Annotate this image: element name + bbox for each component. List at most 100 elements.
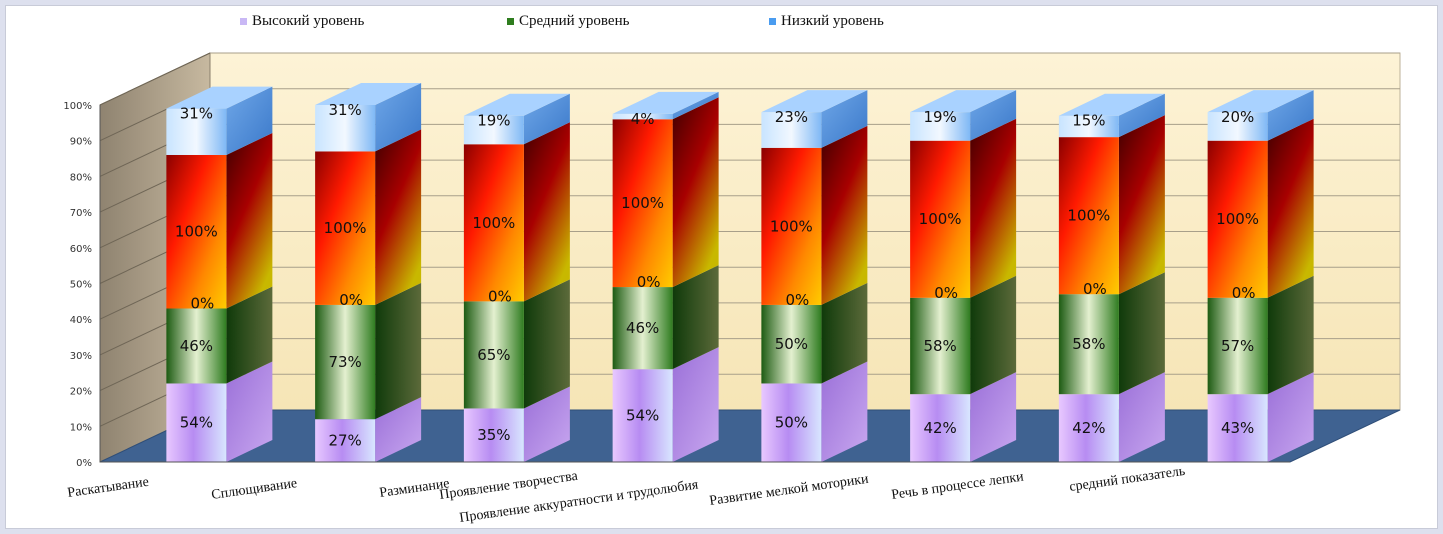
data-label: 54% — [180, 414, 213, 432]
bar-segment-medium: 57% — [1207, 275, 1314, 395]
data-label: 27% — [328, 432, 361, 450]
bar-segment-low: 23% — [761, 90, 868, 148]
legend-item-medium: Средний уровень — [507, 13, 629, 30]
y-tick-label: 30% — [70, 351, 92, 362]
bar-side-face — [672, 91, 719, 120]
bar-side-face — [821, 90, 868, 148]
bar-front-face — [166, 383, 227, 462]
data-label: 100% — [770, 217, 813, 235]
data-label: 20% — [1221, 108, 1254, 126]
y-tick-label: 100% — [63, 101, 92, 112]
bar-segment-low: 15% — [1058, 93, 1165, 138]
bar-segment-low: 31% — [315, 83, 422, 152]
data-label: 100% — [175, 223, 218, 241]
data-label: 100% — [621, 194, 664, 212]
bar-segment-medium: 46% — [166, 286, 273, 384]
bar-side-face — [821, 282, 868, 384]
bar-side-face — [1118, 93, 1165, 138]
legend-label-medium: Средний уровень — [519, 13, 630, 29]
bar-side-face — [672, 265, 719, 370]
y-tick-label: 10% — [70, 422, 92, 433]
bar-side-face — [821, 125, 868, 305]
bar-front-face — [166, 154, 227, 309]
legend-label-low: Низкий уровень — [781, 13, 884, 29]
data-label: 50% — [775, 414, 808, 432]
bar-front-face — [612, 287, 673, 370]
bar-segment-high: 43% — [1207, 372, 1314, 462]
legend-swatch-medium — [507, 18, 514, 25]
bar-front-face — [1058, 115, 1119, 138]
data-label: 100% — [472, 214, 515, 232]
bar-side-face — [226, 132, 273, 309]
bar-segment-high: 42% — [1058, 372, 1165, 462]
data-label: 31% — [180, 105, 213, 123]
data-label: 58% — [923, 337, 956, 355]
bar-front-face — [1207, 394, 1268, 462]
data-label: 100% — [1216, 210, 1259, 228]
bar-segment-upper: 0% 100% — [1058, 115, 1165, 298]
data-label: 42% — [923, 419, 956, 437]
bar-front-face — [1058, 394, 1119, 462]
bar-side-face — [375, 129, 422, 305]
bar-front-face — [166, 108, 227, 155]
bar-front-face — [463, 301, 524, 409]
bar-segment-low: 19% — [910, 90, 1017, 141]
data-label-base: 0% — [637, 273, 661, 291]
bar-side-face — [1118, 115, 1165, 295]
data-label-base: 0% — [1232, 284, 1256, 302]
legend-swatch-low — [769, 18, 776, 25]
bar-segment-low: 19% — [463, 93, 570, 145]
bar-front-face — [761, 383, 822, 462]
y-tick-label: 50% — [70, 280, 92, 291]
bar-side-face — [523, 122, 570, 302]
bar-front-face — [166, 308, 227, 384]
bar-side-face — [523, 279, 570, 409]
bar-top-face — [761, 90, 868, 113]
bar-side-face — [672, 97, 719, 288]
data-label: 31% — [328, 101, 361, 119]
data-label: 50% — [775, 335, 808, 353]
data-label: 42% — [1072, 419, 1105, 437]
bar-side-face — [375, 282, 422, 420]
bar-side-face — [523, 386, 570, 462]
bar-front-face — [612, 369, 673, 462]
data-label: 46% — [626, 319, 659, 337]
bar-front-face — [910, 297, 971, 395]
y-tick-label: 20% — [70, 387, 92, 398]
data-label: 46% — [180, 337, 213, 355]
data-label: 73% — [328, 353, 361, 371]
bar-segment-high: 54% — [166, 361, 273, 462]
x-category-label: Раскатывание — [66, 475, 149, 501]
data-label: 100% — [324, 219, 367, 237]
data-label: 23% — [775, 108, 808, 126]
bar-side-face — [375, 83, 422, 152]
legend-item-high: Высокий уровень — [240, 13, 364, 30]
bar-side-face — [1118, 372, 1165, 462]
bar-segment-upper: 0% 100% — [166, 132, 273, 312]
y-tick-label: 0% — [76, 458, 92, 469]
data-label: 100% — [1067, 207, 1110, 225]
bar-front-face — [463, 408, 524, 462]
gridline-side — [99, 52, 211, 106]
data-label: 19% — [923, 108, 956, 126]
bar-top-face — [1207, 90, 1314, 113]
data-label: 43% — [1221, 419, 1254, 437]
bar-segment-medium: 65% — [463, 279, 570, 409]
bar-side-face — [672, 347, 719, 462]
bar-side-face — [1267, 275, 1314, 395]
data-label-base: 0% — [190, 294, 214, 312]
chart-walls — [99, 52, 1401, 463]
bar-front-face — [612, 119, 673, 288]
bar-side-face — [970, 275, 1017, 395]
data-label: 58% — [1072, 335, 1105, 353]
x-category-label: Сплющивание — [210, 476, 298, 503]
data-label: 19% — [477, 112, 510, 130]
bar-segment-upper: 0% 100% — [612, 97, 719, 291]
x-category-label: средний показатель — [1068, 464, 1186, 495]
bar-side-face — [1118, 272, 1165, 395]
bar-front-face — [761, 147, 822, 305]
data-label: 15% — [1072, 112, 1105, 130]
floor — [99, 409, 1401, 463]
bar-side-face — [226, 86, 273, 155]
